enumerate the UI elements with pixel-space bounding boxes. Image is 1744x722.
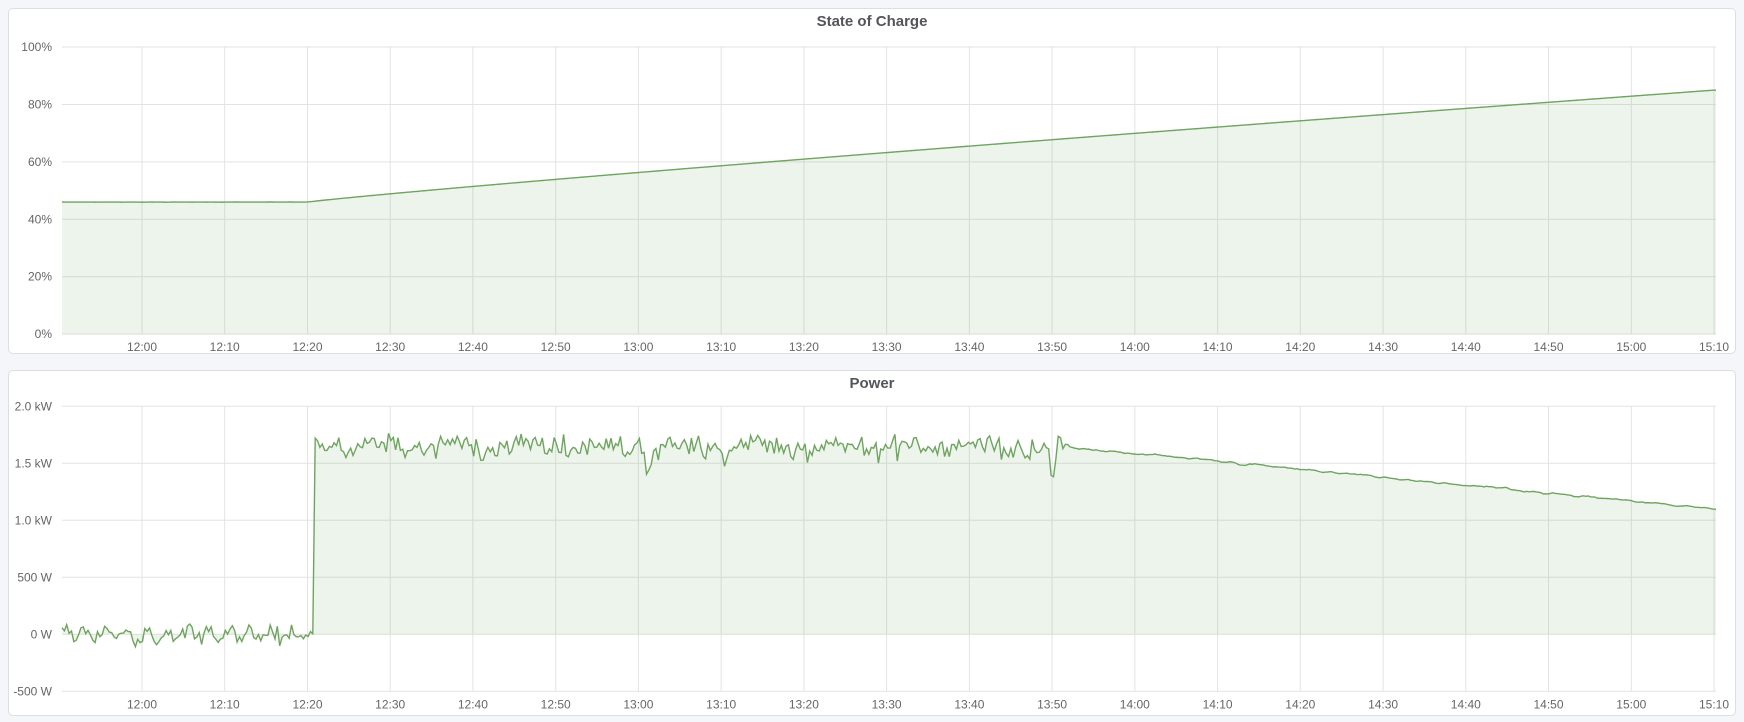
svg-text:12:20: 12:20: [292, 340, 322, 354]
svg-text:14:00: 14:00: [1120, 340, 1150, 354]
svg-text:1.5 kW: 1.5 kW: [15, 456, 53, 470]
svg-text:15:10: 15:10: [1699, 340, 1729, 354]
svg-text:2.0 kW: 2.0 kW: [15, 399, 53, 413]
svg-text:14:30: 14:30: [1368, 340, 1398, 354]
svg-text:13:30: 13:30: [872, 697, 902, 711]
svg-text:13:00: 13:00: [623, 697, 653, 711]
svg-text:14:40: 14:40: [1451, 340, 1481, 354]
svg-text:14:50: 14:50: [1533, 340, 1563, 354]
svg-text:12:00: 12:00: [127, 340, 157, 354]
svg-text:40%: 40%: [28, 212, 52, 226]
svg-text:12:10: 12:10: [210, 697, 240, 711]
svg-text:15:00: 15:00: [1616, 697, 1646, 711]
svg-text:13:40: 13:40: [954, 697, 984, 711]
svg-text:60%: 60%: [28, 155, 52, 169]
svg-text:12:30: 12:30: [375, 697, 405, 711]
svg-text:12:30: 12:30: [375, 340, 405, 354]
svg-text:1.0 kW: 1.0 kW: [15, 513, 53, 527]
svg-text:14:20: 14:20: [1285, 697, 1315, 711]
svg-text:13:20: 13:20: [789, 340, 819, 354]
svg-text:13:40: 13:40: [954, 340, 984, 354]
svg-text:13:20: 13:20: [789, 697, 819, 711]
svg-text:13:00: 13:00: [623, 340, 653, 354]
svg-text:12:20: 12:20: [292, 697, 322, 711]
svg-text:-500 W: -500 W: [13, 684, 52, 698]
svg-text:12:40: 12:40: [458, 340, 488, 354]
svg-text:500 W: 500 W: [17, 570, 52, 584]
svg-text:14:30: 14:30: [1368, 697, 1398, 711]
svg-text:14:40: 14:40: [1451, 697, 1481, 711]
svg-text:13:10: 13:10: [706, 697, 736, 711]
svg-text:20%: 20%: [28, 270, 52, 284]
svg-text:14:10: 14:10: [1203, 340, 1233, 354]
svg-text:0 W: 0 W: [31, 627, 53, 641]
svg-text:0%: 0%: [35, 327, 53, 341]
svg-text:14:50: 14:50: [1533, 697, 1563, 711]
svg-text:12:40: 12:40: [458, 697, 488, 711]
svg-text:12:00: 12:00: [127, 697, 157, 711]
svg-text:15:10: 15:10: [1699, 697, 1729, 711]
svg-text:80%: 80%: [28, 97, 52, 111]
svg-text:13:50: 13:50: [1037, 340, 1067, 354]
svg-text:14:10: 14:10: [1203, 697, 1233, 711]
svg-text:13:30: 13:30: [872, 340, 902, 354]
svg-text:12:50: 12:50: [541, 340, 571, 354]
svg-text:15:00: 15:00: [1616, 340, 1646, 354]
svg-text:12:50: 12:50: [541, 697, 571, 711]
svg-text:100%: 100%: [21, 40, 52, 54]
svg-text:14:00: 14:00: [1120, 697, 1150, 711]
svg-text:13:50: 13:50: [1037, 697, 1067, 711]
svg-text:14:20: 14:20: [1285, 340, 1315, 354]
svg-text:13:10: 13:10: [706, 340, 736, 354]
svg-text:12:10: 12:10: [210, 340, 240, 354]
